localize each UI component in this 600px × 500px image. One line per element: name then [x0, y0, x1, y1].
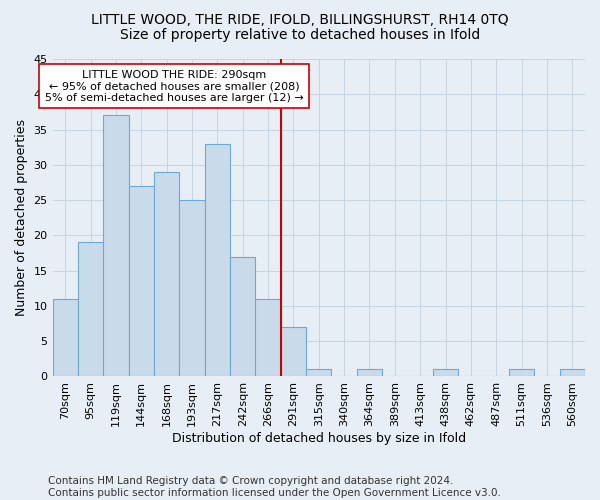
Bar: [53, 299, 78, 376]
Bar: [128, 186, 154, 376]
Y-axis label: Number of detached properties: Number of detached properties: [15, 119, 28, 316]
Bar: [560, 370, 585, 376]
Bar: [230, 256, 256, 376]
Bar: [306, 370, 331, 376]
Bar: [256, 299, 281, 376]
Bar: [281, 327, 306, 376]
Bar: [509, 370, 534, 376]
Text: Size of property relative to detached houses in Ifold: Size of property relative to detached ho…: [120, 28, 480, 42]
Bar: [357, 370, 382, 376]
Bar: [433, 370, 458, 376]
Text: Contains HM Land Registry data © Crown copyright and database right 2024.
Contai: Contains HM Land Registry data © Crown c…: [48, 476, 501, 498]
Bar: [78, 242, 103, 376]
Bar: [205, 144, 230, 376]
Text: LITTLE WOOD THE RIDE: 290sqm
← 95% of detached houses are smaller (208)
5% of se: LITTLE WOOD THE RIDE: 290sqm ← 95% of de…: [45, 70, 304, 103]
Bar: [179, 200, 205, 376]
X-axis label: Distribution of detached houses by size in Ifold: Distribution of detached houses by size …: [172, 432, 466, 445]
Text: LITTLE WOOD, THE RIDE, IFOLD, BILLINGSHURST, RH14 0TQ: LITTLE WOOD, THE RIDE, IFOLD, BILLINGSHU…: [91, 12, 509, 26]
Bar: [154, 172, 179, 376]
Bar: [103, 116, 128, 376]
